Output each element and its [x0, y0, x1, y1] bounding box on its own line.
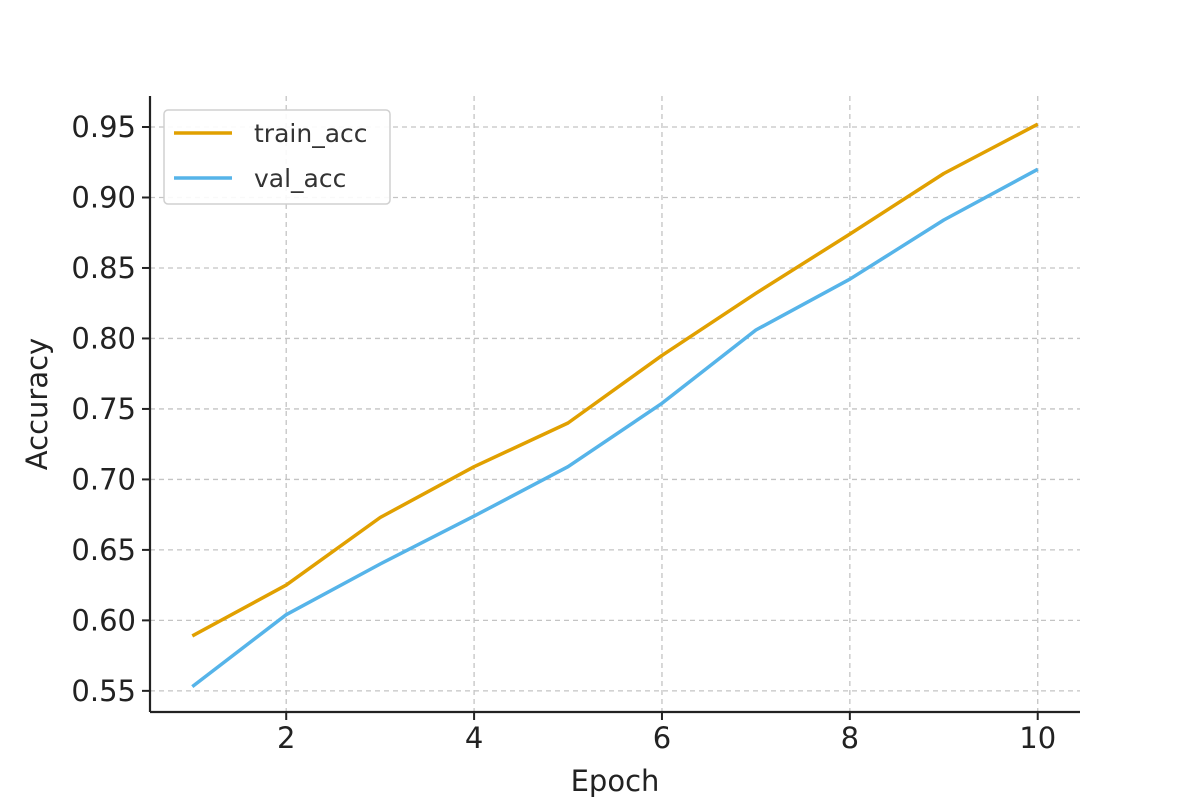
- legend-label-val-acc: val_acc: [254, 164, 346, 193]
- x-tick-label: 4: [465, 721, 483, 755]
- y-tick-label: 0.80: [71, 321, 136, 355]
- series-line-val-acc: [191, 167, 1039, 688]
- y-tick-label: 0.60: [71, 603, 136, 637]
- x-tick-label: 6: [653, 721, 671, 755]
- legend: train_acc val_acc: [163, 109, 391, 205]
- series-lines: [191, 122, 1039, 688]
- y-tick-label: 0.95: [71, 110, 136, 144]
- x-tick-label: 8: [841, 721, 859, 755]
- axes: [142, 96, 1080, 720]
- x-tick-label: 10: [1019, 721, 1056, 755]
- y-axis-title: Accuracy: [20, 338, 54, 470]
- tick-labels: 2 4 6 8 10 0.55 0.60 0.65 0.70 0.75 0.80 0.85 0.90 0.…: [71, 110, 1056, 755]
- x-tick-label: 2: [277, 721, 295, 755]
- y-tick-label: 0.90: [71, 180, 136, 214]
- y-tick-label: 0.65: [71, 533, 136, 567]
- y-tick-label: 0.55: [71, 674, 136, 708]
- y-tick-label: 0.70: [71, 462, 136, 496]
- y-tick-label: 0.85: [71, 251, 136, 285]
- x-axis-title: Epoch: [571, 764, 660, 798]
- legend-label-train-acc: train_acc: [254, 119, 368, 148]
- y-tick-label: 0.75: [71, 392, 136, 426]
- series-line-train-acc: [191, 122, 1039, 638]
